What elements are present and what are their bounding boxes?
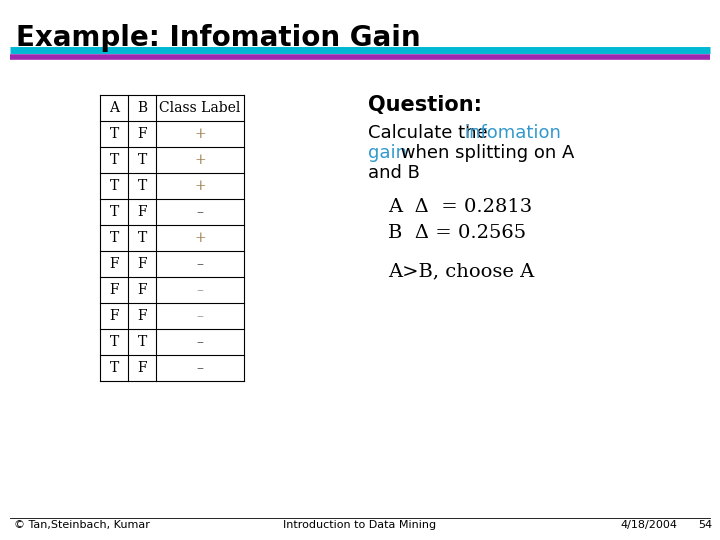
Text: A  Δ  = 0.2813: A Δ = 0.2813: [388, 198, 532, 216]
Text: when splitting on A: when splitting on A: [395, 144, 575, 162]
Text: B: B: [137, 101, 147, 115]
Text: © Tan,Steinbach, Kumar: © Tan,Steinbach, Kumar: [14, 520, 150, 530]
Text: +: +: [194, 153, 206, 167]
Text: Class Label: Class Label: [159, 101, 240, 115]
Text: +: +: [194, 231, 206, 245]
Text: T: T: [109, 127, 119, 141]
Text: Calculate the: Calculate the: [368, 124, 493, 142]
Text: 54: 54: [698, 520, 712, 530]
Text: Introduction to Data Mining: Introduction to Data Mining: [284, 520, 436, 530]
Text: F: F: [109, 283, 119, 297]
Text: F: F: [109, 309, 119, 323]
Text: F: F: [138, 257, 147, 271]
Text: T: T: [109, 361, 119, 375]
Text: T: T: [138, 179, 147, 193]
Text: T: T: [138, 153, 147, 167]
Text: +: +: [194, 127, 206, 141]
Text: and B: and B: [368, 164, 420, 182]
Text: –: –: [197, 335, 204, 349]
Text: F: F: [109, 257, 119, 271]
Text: A: A: [109, 101, 119, 115]
Text: –: –: [197, 283, 204, 297]
Text: T: T: [109, 153, 119, 167]
Text: B  Δ = 0.2565: B Δ = 0.2565: [388, 224, 526, 242]
Text: T: T: [109, 335, 119, 349]
Text: –: –: [197, 309, 204, 323]
Text: infomation: infomation: [464, 124, 561, 142]
Text: –: –: [197, 361, 204, 375]
Text: T: T: [109, 231, 119, 245]
Text: –: –: [197, 257, 204, 271]
Text: F: F: [138, 283, 147, 297]
Text: Question:: Question:: [368, 95, 482, 115]
Text: T: T: [138, 335, 147, 349]
Text: F: F: [138, 127, 147, 141]
Text: F: F: [138, 361, 147, 375]
Text: F: F: [138, 205, 147, 219]
Text: 4/18/2004: 4/18/2004: [620, 520, 677, 530]
Text: T: T: [109, 205, 119, 219]
Text: T: T: [138, 231, 147, 245]
Text: +: +: [194, 179, 206, 193]
Text: A>B, choose A: A>B, choose A: [388, 262, 534, 280]
Text: gain: gain: [368, 144, 407, 162]
Text: F: F: [138, 309, 147, 323]
Text: Example: Infomation Gain: Example: Infomation Gain: [16, 24, 420, 52]
Text: T: T: [109, 179, 119, 193]
Text: –: –: [197, 205, 204, 219]
